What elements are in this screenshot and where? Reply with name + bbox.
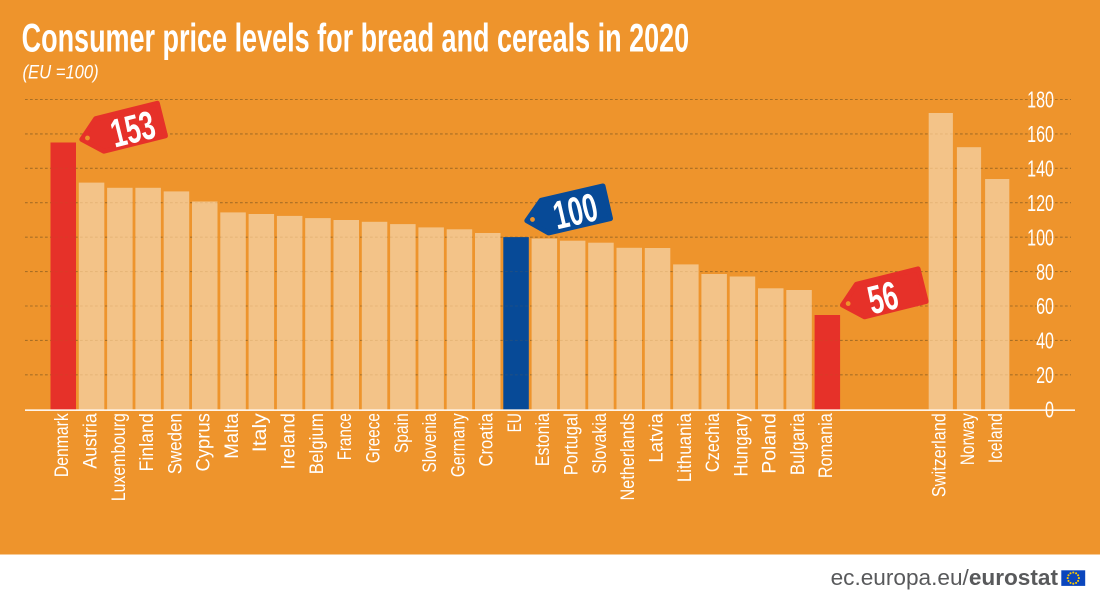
svg-text:160: 160 — [1027, 122, 1054, 147]
svg-text:Spain: Spain — [390, 413, 412, 453]
svg-text:Cyprus: Cyprus — [192, 413, 213, 471]
svg-text:Greece: Greece — [362, 413, 384, 463]
svg-text:EU: EU — [504, 413, 526, 432]
svg-text:Denmark: Denmark — [51, 413, 73, 477]
svg-text:180: 180 — [1027, 88, 1054, 113]
svg-text:Ireland: Ireland — [277, 413, 298, 469]
svg-text:Iceland: Iceland — [985, 413, 1007, 463]
svg-text:120: 120 — [1027, 191, 1054, 216]
svg-text:80: 80 — [1036, 260, 1054, 285]
svg-text:60: 60 — [1036, 295, 1054, 320]
svg-text:Consumer price levels for brea: Consumer price levels for bread and cere… — [22, 17, 690, 62]
svg-text:Netherlands: Netherlands — [617, 413, 639, 500]
svg-text:ec.europa.eu/eurostat: ec.europa.eu/eurostat — [831, 565, 1059, 590]
svg-text:Belgium: Belgium — [306, 413, 327, 474]
svg-text:Lithuania: Lithuania — [674, 412, 695, 482]
svg-text:100: 100 — [549, 185, 602, 239]
svg-text:Portugal: Portugal — [561, 413, 582, 475]
svg-text:100: 100 — [1027, 226, 1054, 251]
svg-text:153: 153 — [106, 103, 160, 157]
svg-text:France: France — [333, 413, 355, 460]
svg-text:Austria: Austria — [79, 412, 101, 468]
svg-text:Croatia: Croatia — [476, 413, 497, 466]
svg-text:(EU =100): (EU =100) — [23, 61, 99, 82]
svg-text:Switzerland: Switzerland — [929, 413, 950, 497]
svg-text:Bulgaria: Bulgaria — [787, 413, 808, 475]
svg-text:Malta: Malta — [221, 413, 242, 459]
svg-text:Poland: Poland — [760, 413, 781, 474]
svg-text:0: 0 — [1045, 398, 1054, 423]
svg-text:Czechia: Czechia — [702, 413, 723, 472]
svg-text:Slovakia: Slovakia — [589, 413, 611, 474]
svg-text:Italy: Italy — [250, 412, 271, 452]
svg-text:Finland: Finland — [136, 413, 158, 471]
svg-text:Germany: Germany — [447, 413, 469, 477]
svg-text:Hungary: Hungary — [730, 413, 751, 476]
svg-text:40: 40 — [1036, 329, 1054, 354]
svg-text:Slovenia: Slovenia — [419, 413, 441, 473]
svg-text:Latvia: Latvia — [645, 413, 666, 463]
svg-text:Norway: Norway — [956, 413, 978, 465]
svg-text:20: 20 — [1036, 363, 1054, 388]
svg-text:Estonia: Estonia — [532, 413, 554, 466]
svg-text:Romania: Romania — [815, 413, 836, 478]
svg-text:Sweden: Sweden — [164, 413, 185, 474]
svg-text:Luxembourg: Luxembourg — [107, 413, 129, 501]
svg-text:140: 140 — [1027, 157, 1054, 182]
